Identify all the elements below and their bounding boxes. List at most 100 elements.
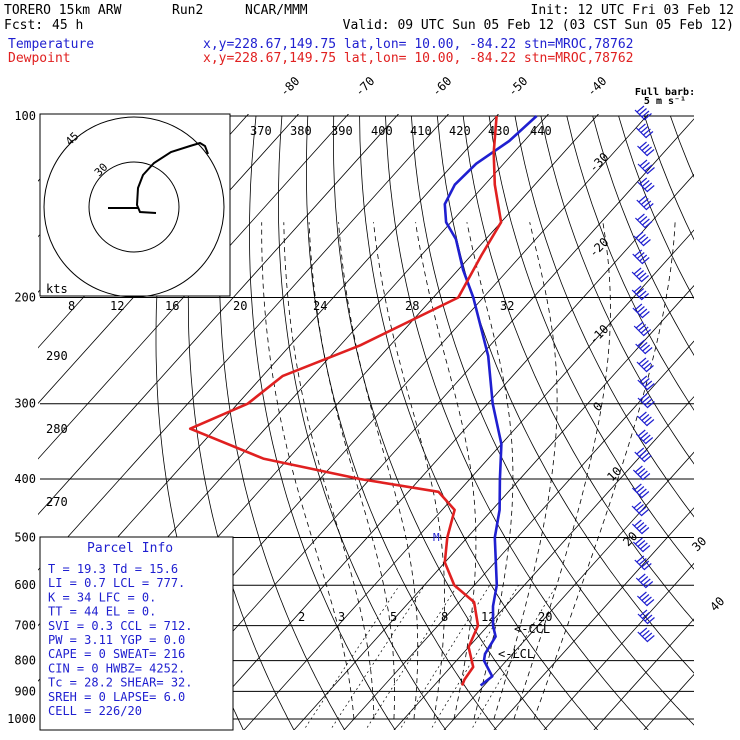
wind-barb-feather [644, 596, 652, 604]
wind-barb-feather [633, 501, 642, 509]
temperature-legend: Temperature [8, 37, 94, 52]
wind-barb-staff [636, 595, 648, 607]
wind-barb [634, 447, 652, 463]
wind-barb-feather [634, 249, 643, 257]
wind-barb [632, 303, 650, 319]
lcl-marker: <-LCL [498, 647, 534, 661]
mixing-ratio-line [330, 585, 425, 730]
wind-barb-feather [641, 452, 650, 460]
isotherm-line [543, 562, 694, 730]
wind-barb-feather [638, 290, 647, 298]
isotherm-label: 10 [604, 464, 624, 484]
mixing-ratio-label: 8 [68, 299, 75, 313]
wind-barb-feather [642, 218, 650, 226]
wind-barb-feather [641, 180, 650, 187]
wind-barb [636, 123, 654, 139]
wind-barb-feather [637, 573, 646, 581]
mixing-ratio-label: 20 [538, 610, 552, 624]
moist-adiabat-line [308, 222, 395, 720]
parcel-info-row: CELL = 226/20 [48, 704, 142, 718]
wind-barb-staff [634, 451, 646, 463]
pressure-axis: 100 200 300 400 500 600 700 800 900 1000 [7, 109, 36, 726]
wind-barb-feather [639, 591, 647, 599]
dry-adiabat-line [488, 115, 694, 570]
wind-barb-feather [641, 630, 650, 637]
wind-barb-staff [637, 397, 649, 409]
wind-barb-feather [640, 236, 649, 244]
mixing-ratio-line [303, 585, 400, 730]
parcel-info-frame [39, 536, 234, 731]
hodograph: 45 30 kts [39, 113, 231, 298]
wind-barb-feather [639, 108, 647, 115]
wind-barb-feather [643, 128, 651, 136]
wind-barb-feather [639, 411, 647, 419]
pressure-tick-label: 500 [14, 530, 36, 544]
wind-barb-feather [637, 213, 645, 221]
wind-barb-feather [639, 141, 647, 149]
wind-barb [631, 285, 650, 301]
wind-barb-feather [639, 609, 648, 617]
isotherm-label: -50 [505, 74, 530, 99]
wind-barb-feather [639, 254, 648, 262]
wind-barb-feather [646, 149, 655, 156]
theta-label: 400 [371, 124, 393, 138]
isotherm-line [343, 340, 694, 730]
wind-barb-feather [638, 195, 647, 203]
wind-barb-staff [635, 577, 647, 589]
moist-adiabat-line [261, 222, 355, 720]
parcel-info-row: Tc = 28.2 SHEAR= 32. [48, 676, 193, 690]
wind-barb-staff [636, 199, 648, 211]
wind-barb-feather [642, 473, 651, 480]
wind-barb-feather [645, 203, 654, 210]
wind-barb-feather [644, 182, 653, 190]
wind-barb-staff [636, 415, 648, 427]
wind-barb-staff [637, 145, 648, 157]
wind-barb-staff [632, 307, 644, 319]
wind-barb-staff [635, 343, 647, 355]
wind-barb-staff [631, 271, 643, 283]
isotherm-line [193, 173, 694, 730]
wind-barb-feather [639, 542, 648, 550]
wind-barb-feather [647, 617, 655, 624]
pressure-tick-label: 300 [14, 397, 36, 411]
wind-barb-staff [634, 217, 646, 229]
wind-barb-feather [636, 522, 645, 529]
wind-barb [635, 573, 654, 589]
wind-barb-staff [631, 289, 643, 301]
isotherm-label: -40 [584, 74, 609, 99]
parcel-info-row: CIN = 0 HWBZ= 4252. [48, 661, 185, 675]
dewpoint-line [188, 115, 503, 686]
pressure-tick-label: 900 [14, 684, 36, 698]
wind-barb-feather [639, 159, 648, 167]
wind-barb [635, 429, 654, 445]
wind-barb-feather [645, 581, 654, 588]
run-label: Run2 [172, 3, 203, 18]
wind-barb-feather [638, 524, 647, 532]
mixing-ratio-line [399, 585, 490, 730]
wind-barb [635, 339, 653, 355]
dry-adiabat-line [670, 115, 694, 178]
isotherm-label: -20 [586, 235, 611, 260]
wind-barb-feather [638, 488, 647, 496]
dewpoint-location: x,y=228.67,149.75 lat,lon= 10.00, -84.22… [203, 51, 633, 66]
theta-side-label: 290 [46, 349, 68, 363]
wind-barb [632, 249, 650, 265]
isotherm-label: -70 [352, 74, 377, 99]
isotherm-label: -60 [429, 74, 454, 99]
theta-label: 370 [250, 124, 272, 138]
wind-barb [634, 555, 652, 571]
parcel-info-row: T = 19.3 Td = 15.6 [48, 562, 178, 576]
wind-barb-feather [646, 383, 655, 390]
wind-barb-feather [639, 393, 648, 401]
wind-barb-feather [637, 468, 646, 475]
wind-barb-feather [636, 306, 645, 313]
wind-barb-staff [637, 631, 649, 643]
wind-barb [633, 231, 651, 247]
temperature-line [443, 115, 538, 687]
wind-barb-feather [641, 360, 649, 367]
forecast-label: Fcst: [4, 18, 43, 33]
parcel-info-box: Parcel Info T = 19.3 Td = 15.6LI = 0.7 L… [39, 536, 234, 731]
dry-adiabat-line [566, 115, 694, 411]
wind-barb-staff [637, 181, 649, 193]
wind-barb-feather [640, 198, 649, 205]
